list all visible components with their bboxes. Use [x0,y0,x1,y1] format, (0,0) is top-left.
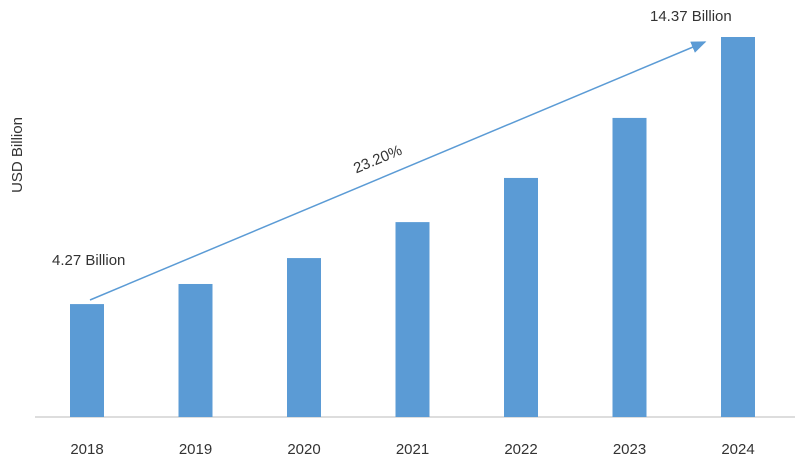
x-tick-label: 2022 [504,441,537,458]
bar [612,117,647,417]
x-tick-label: 2018 [70,441,103,458]
x-tick-label: 2023 [613,441,646,458]
value-label: 14.37 Billion [650,8,732,25]
x-tick-label: 2021 [396,441,429,458]
x-tick-label: 2019 [179,441,212,458]
bar [395,222,430,417]
x-tick-label: 2024 [721,441,754,458]
growth-arrow [89,41,707,301]
bar [70,304,104,417]
bar [504,177,538,417]
bar [287,258,321,417]
value-label: 4.27 Billion [52,252,125,269]
bar [721,37,755,417]
y-axis-label: USD Billion [9,117,26,193]
bar [178,283,213,417]
x-tick-label: 2020 [287,441,320,458]
